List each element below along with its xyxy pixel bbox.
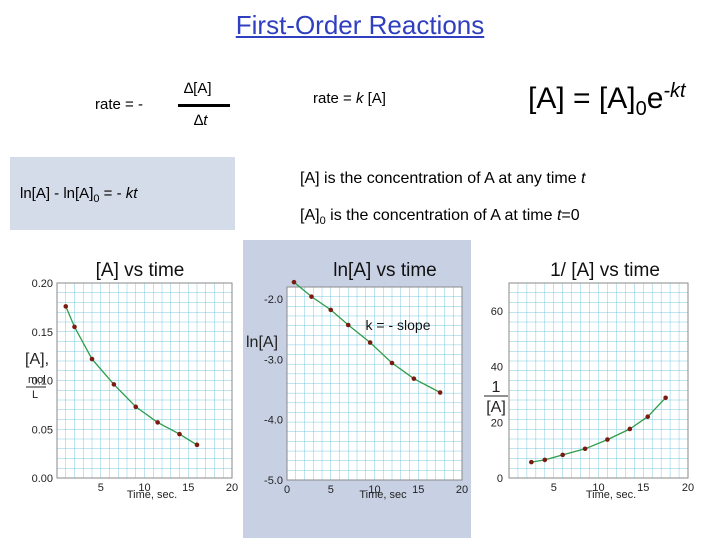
data-point (155, 420, 160, 425)
series-line (65, 306, 198, 446)
fraction-line (178, 104, 230, 107)
y-tick-label: 0.00 (32, 473, 53, 485)
rate-law: rate = k [A] (313, 90, 386, 107)
x-tick-label: 20 (456, 484, 468, 496)
data-point (63, 304, 69, 309)
y-axis-label-denominator: [A] (486, 399, 506, 416)
plot-border (56, 282, 233, 479)
y-axis-label-numerator: 1 (492, 379, 501, 396)
x-tick-label: 10 (592, 482, 604, 494)
y-tick-label: 0.15 (32, 327, 53, 339)
y-tick-label: 40 (491, 362, 503, 374)
data-point (389, 360, 395, 366)
data-point (542, 457, 548, 463)
y-axis-unit-denominator: L (32, 389, 38, 401)
y-tick-label: 0.20 (32, 278, 53, 290)
desc-initial-concentration: [A]0 is the concentration of A at time t… (300, 207, 580, 228)
x-tick-label: 20 (682, 482, 694, 494)
data-point (72, 324, 77, 330)
data-point (437, 390, 443, 395)
y-tick-label: 0.05 (32, 424, 53, 436)
rate-denominator: ∆t (194, 112, 208, 129)
y-axis-unit-numerator: mol (28, 374, 46, 386)
x-tick-label: 5 (551, 482, 557, 494)
series-line (531, 397, 667, 463)
data-point (663, 395, 668, 401)
data-point (367, 340, 373, 345)
data-point (627, 426, 633, 432)
data-point (291, 279, 297, 285)
y-axis-label: [A], (25, 351, 49, 368)
y-tick-label: 0 (497, 473, 503, 485)
chart-1 (56, 282, 233, 479)
x-tick-label: 20 (226, 482, 238, 494)
chart-title: [A] vs time (96, 260, 185, 281)
desc-concentration: [A] is the concentration of A at any tim… (300, 170, 586, 187)
y-tick-label: 0.10 (32, 376, 53, 388)
x-tick-label: 15 (412, 484, 424, 496)
integrated-law-box (10, 157, 235, 230)
chart-3 (508, 282, 689, 479)
x-tick-label: 15 (182, 482, 194, 494)
x-tick-label: 10 (368, 484, 380, 496)
exponential-equation: [A] = [A]0e-kt (528, 80, 686, 120)
chart-2 (286, 279, 463, 481)
y-tick-label: 20 (491, 417, 503, 429)
page-title: First-Order Reactions (235, 10, 485, 40)
x-tick-label: 15 (637, 482, 649, 494)
data-point (133, 404, 139, 410)
data-point (309, 294, 314, 299)
data-point (89, 356, 95, 362)
data-point (345, 322, 351, 328)
data-point (605, 437, 610, 442)
plot-border (508, 282, 689, 479)
data-point (560, 452, 565, 458)
data-point (177, 431, 182, 437)
data-point (328, 307, 334, 313)
y-tick-label: 60 (491, 306, 503, 318)
integrated-rate-law: ln[A] - ln[A]0 = - kt (20, 185, 138, 205)
slope-annotation: k = - slope (366, 317, 431, 333)
rate-prefix: rate = - (95, 96, 143, 113)
x-tick-label: 10 (138, 482, 150, 494)
x-tick-label: 5 (98, 482, 104, 494)
plot-border (286, 286, 463, 481)
y-tick-label: -2.0 (264, 294, 283, 306)
data-point (529, 459, 534, 465)
x-tick-label: 5 (328, 484, 334, 496)
y-axis-label: ln[A] (246, 334, 278, 351)
x-axis-label: Time, sec. (586, 489, 636, 501)
data-point (411, 376, 417, 381)
data-point (111, 382, 117, 387)
y-tick-label: -4.0 (264, 415, 283, 427)
y-tick-label: -3.0 (264, 354, 283, 366)
y-tick-label: -5.0 (264, 475, 283, 487)
x-tick-label: 0 (284, 484, 290, 496)
data-point (582, 446, 588, 452)
x-axis-label: Time, sec. (127, 489, 177, 501)
x-axis-label: Time, sec (359, 489, 407, 501)
series-line (293, 281, 441, 394)
chart-title: ln[A] vs time (333, 260, 436, 281)
rate-numerator: ∆[A] (184, 80, 212, 97)
data-point (194, 442, 200, 448)
chart-title: 1/ [A] vs time (550, 260, 660, 281)
data-point (645, 414, 651, 420)
